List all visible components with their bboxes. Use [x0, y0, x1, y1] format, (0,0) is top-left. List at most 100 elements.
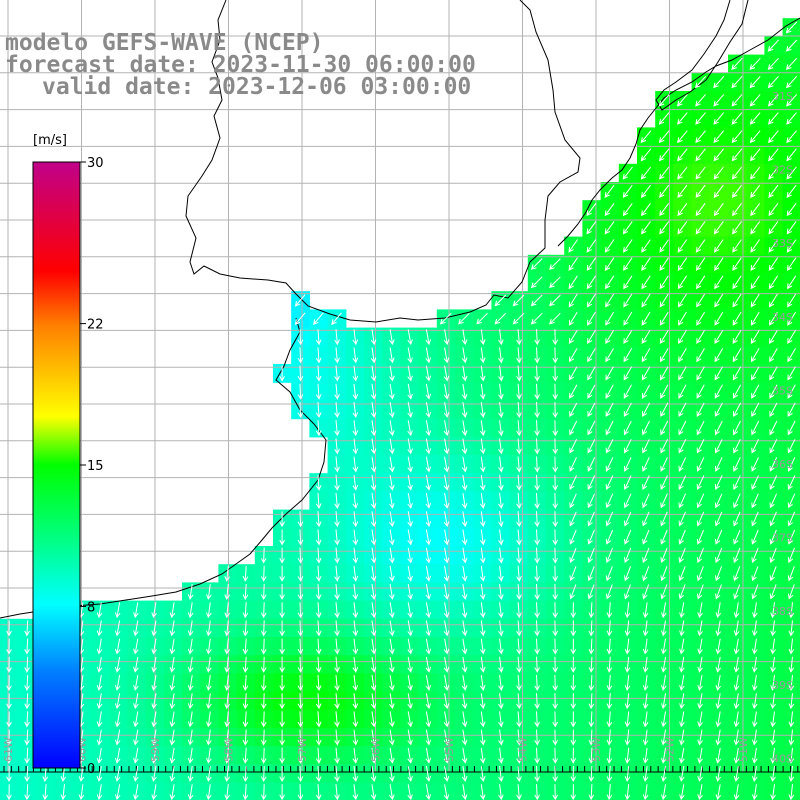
wind-arrow: [389, 729, 395, 746]
wind-arrow: [786, 257, 797, 271]
wind-arrow: [588, 638, 595, 655]
wind-arrow: [407, 365, 413, 382]
wind-arrow: [642, 675, 649, 691]
wind-arrow: [425, 784, 432, 800]
wind-arrow: [604, 184, 615, 198]
wind-arrow: [552, 511, 559, 528]
wind-arrow: [443, 584, 450, 600]
wind-arrow: [623, 366, 633, 381]
wind-arrow: [352, 456, 359, 473]
wind-arrow: [788, 602, 795, 619]
lat-label: 35S: [772, 384, 793, 397]
wind-arrow: [752, 729, 758, 746]
wind-arrow: [642, 547, 650, 564]
wind-arrow: [389, 547, 395, 564]
wind-arrow: [713, 166, 724, 180]
wind-arrow: [552, 565, 559, 582]
wind-arrow: [568, 330, 578, 344]
wind-arrow: [697, 747, 703, 764]
wind-arrow: [425, 584, 432, 600]
wind-arrow: [352, 565, 359, 582]
lon-label: 53W: [590, 737, 603, 762]
wind-arrow: [224, 583, 231, 601]
wind-arrow: [407, 529, 413, 546]
wind-arrow: [534, 674, 540, 692]
wind-arrow: [586, 275, 597, 290]
wind-arrow: [187, 675, 194, 691]
wind-arrow: [660, 493, 668, 509]
wind-arrow: [187, 766, 194, 782]
wind-arrow: [751, 511, 759, 527]
wind-arrow: [769, 493, 778, 509]
wind-arrow: [679, 638, 685, 655]
wind-arrow: [642, 384, 651, 399]
wind-arrow: [697, 656, 703, 673]
wind-arrow: [697, 729, 703, 746]
wind-arrow: [407, 711, 413, 728]
wind-arrow: [133, 620, 139, 637]
wind-arrow: [733, 511, 741, 527]
wind-arrow: [677, 221, 688, 235]
wind-arrow: [733, 602, 740, 619]
wind-arrow: [297, 747, 304, 764]
wind-arrow: [696, 293, 706, 308]
wind-arrow: [750, 166, 761, 180]
wind-arrow: [370, 420, 377, 437]
wind-arrow: [586, 257, 597, 271]
wind-arrow: [461, 656, 468, 673]
lon-label: 55W: [443, 737, 456, 762]
wind-arrow: [389, 365, 395, 382]
wind-arrow: [787, 275, 797, 290]
wind-arrow: [315, 747, 322, 764]
wind-arrow: [169, 638, 176, 655]
wind-arrow: [696, 384, 705, 399]
wind-arrow: [661, 656, 667, 673]
wind-arrow: [713, 130, 725, 144]
wind-arrow: [407, 474, 413, 491]
wind-arrow: [425, 620, 432, 637]
wind-arrow: [407, 402, 413, 418]
wind-arrow: [534, 638, 540, 655]
wind-arrow: [425, 456, 432, 473]
title-model: modelo GEFS-WAVE (NCEP): [5, 30, 324, 56]
wind-arrow: [96, 729, 103, 746]
wind-arrow: [715, 747, 722, 764]
wind-arrow: [605, 293, 615, 308]
wind-arrow: [749, 130, 761, 144]
wind-arrow: [569, 457, 577, 472]
wind-arrow: [786, 75, 798, 89]
wind-arrow: [731, 184, 742, 198]
wind-arrow: [751, 420, 760, 436]
wind-arrow: [187, 784, 194, 800]
wind-arrow: [641, 257, 651, 271]
wind-arrow: [768, 166, 779, 180]
wind-arrow: [260, 674, 267, 692]
wind-arrow: [606, 656, 613, 673]
wind-arrow: [642, 584, 650, 600]
wind-arrow: [552, 329, 559, 346]
wind-arrow: [315, 656, 322, 673]
wind-arrow: [370, 766, 377, 782]
wind-arrow: [389, 474, 395, 491]
wind-arrow: [697, 784, 703, 800]
wind-arrow: [731, 130, 743, 144]
wind-arrow: [732, 348, 742, 363]
wind-arrow: [297, 383, 304, 400]
wind-arrow: [206, 747, 212, 764]
wind-arrow: [498, 474, 504, 491]
lon-label: 57W: [296, 737, 309, 762]
wind-arrow: [696, 311, 706, 326]
wind-arrow: [660, 384, 669, 399]
wind-arrow: [352, 729, 359, 746]
wind-arrow: [187, 656, 194, 673]
wind-arrow: [24, 693, 30, 710]
wind-arrow: [206, 766, 212, 782]
wind-arrow: [498, 347, 504, 364]
wind-arrow: [461, 675, 468, 691]
wind-arrow: [461, 547, 468, 564]
wind-arrow: [715, 511, 723, 527]
wind-arrow: [407, 638, 413, 655]
wind-arrow: [641, 275, 651, 290]
wind-arrow: [334, 656, 340, 673]
wind-arrow: [370, 547, 377, 564]
